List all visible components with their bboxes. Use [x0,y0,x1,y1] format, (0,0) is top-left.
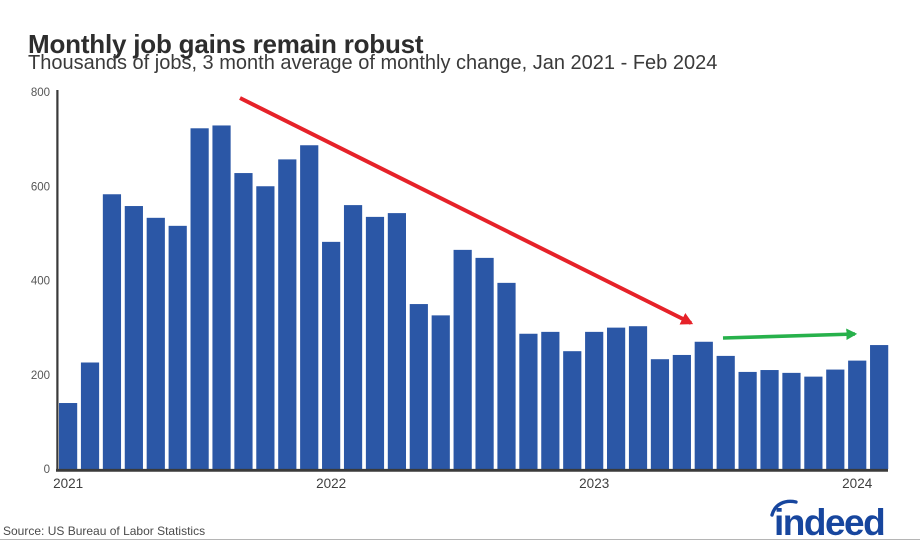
bar [387,213,406,469]
bar [760,370,779,469]
bar [409,304,428,469]
bar [278,159,297,469]
bar [585,331,604,469]
bar [672,354,691,469]
bar [804,376,823,469]
bar [146,217,165,469]
x-tick-label: 2023 [579,476,609,491]
declining-trend-arrow [239,96,694,325]
bar [826,369,845,469]
bar [497,282,516,469]
bar [190,128,209,469]
bar [541,331,560,469]
bar [694,341,713,469]
bar [212,125,231,470]
bar [102,194,122,469]
chart-canvas: 0 200 400 600 800 2021 2022 2023 2024 [31,87,889,491]
x-tick-label: 2021 [53,476,83,491]
flat-trend-arrow [722,328,858,341]
bar [431,315,450,469]
bar [80,362,100,469]
bar [365,216,385,469]
y-tick-label: 200 [31,370,50,382]
y-tick-label: 400 [31,276,50,288]
bar [475,257,494,469]
y-tick-label: 0 [44,464,50,476]
bar [738,371,757,469]
bar [628,326,648,469]
bar [168,225,187,469]
bar [300,145,319,469]
indeed-logo: indeed [767,498,907,543]
chart-subtitle: Thousands of jobs, 3 month average of mo… [28,52,718,74]
footer-divider [0,539,920,540]
bar [453,249,472,469]
y-tick-label: 800 [31,87,50,99]
chart-title: Monthly job gains remain robust [28,29,424,60]
bar [782,372,801,470]
bar [234,173,253,469]
bar [322,241,341,469]
bar [848,360,867,469]
bar [124,206,143,469]
bar [650,359,670,469]
bar [343,205,363,469]
indeed-logo-text: indeed [774,502,884,542]
bar [59,403,78,469]
bar [563,351,582,469]
bar [256,186,275,469]
indeed-arc-icon [770,499,798,517]
x-tick-label: 2024 [842,476,873,491]
x-tick-label: 2022 [316,476,346,491]
bar [870,345,889,469]
indeed-logo-canvas: indeed [770,499,886,543]
y-tick-label: 600 [31,181,50,193]
bar [519,333,538,469]
bar [716,355,735,469]
bar [607,327,626,470]
source-note: Source: US Bureau of Labor Statistics [3,524,206,538]
